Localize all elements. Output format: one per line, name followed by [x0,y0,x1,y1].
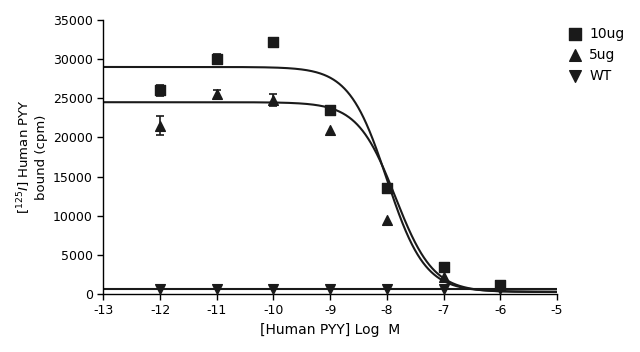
WT [212,287,222,292]
5ug [382,217,392,222]
10ug [268,39,278,45]
WT [382,287,392,292]
X-axis label: [Human PYY] Log  M: [Human PYY] Log M [260,323,401,337]
WT [155,287,165,292]
5ug [438,274,449,279]
5ug [268,97,278,103]
5ug [155,123,165,128]
WT [325,287,335,292]
5ug [325,127,335,132]
10ug [495,282,506,288]
Legend: 10ug, 5ug, WT: 10ug, 5ug, WT [568,27,625,83]
10ug [325,107,335,113]
10ug [438,264,449,269]
5ug [212,92,222,97]
10ug [212,56,222,62]
Y-axis label: $[^{125}I]$ Human PYY
bound (cpm): $[^{125}I]$ Human PYY bound (cpm) [15,100,47,214]
10ug [155,88,165,93]
5ug [495,283,506,289]
WT [438,287,449,292]
WT [268,287,278,292]
10ug [382,186,392,191]
WT [495,287,506,292]
